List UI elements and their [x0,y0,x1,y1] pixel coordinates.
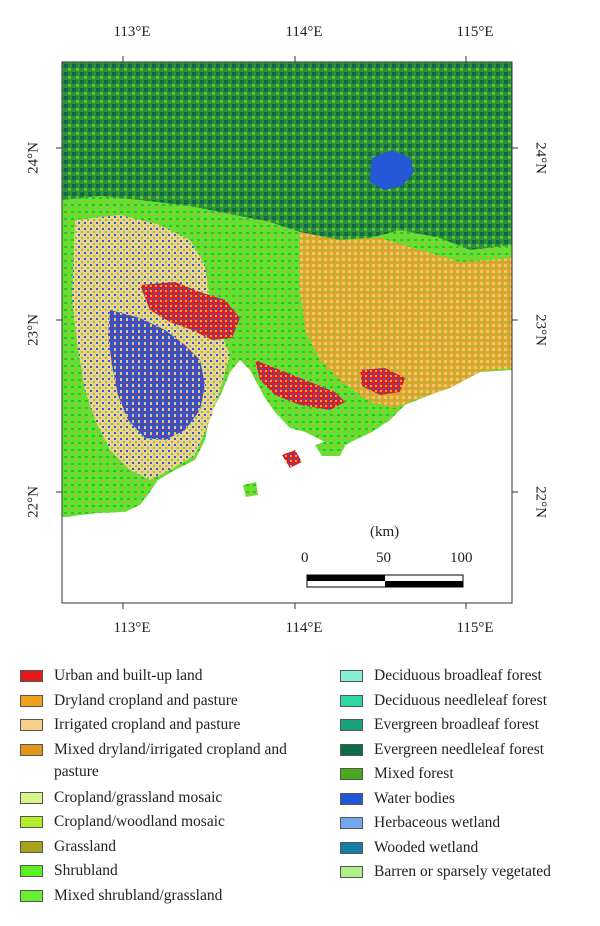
legend-item: Mixed shrubland/grassland [20,884,330,909]
legend-label: Wooded wetland [374,838,479,856]
legend-swatch [340,768,363,780]
legend-label: Herbaceous wetland [374,814,501,831]
legend-label: Deciduous broadleaf forest [374,667,542,684]
bottom-tick-label: 113°E [113,620,151,636]
legend-label: Evergreen broadleaf forest [374,716,539,733]
legend-label: Irrigated cropland and pasture [54,716,241,733]
legend-swatch [340,841,363,854]
left-tick-label: 24°N [25,142,42,174]
land-cover-map [56,56,518,609]
legend-swatch [20,694,43,707]
right-tick-label: 24°N [532,142,549,174]
legend-item: Wooded wetland [340,836,600,861]
legend-label: Deciduous needleleaf forest [374,691,548,709]
legend-swatch [20,791,43,804]
legend-swatch [20,719,43,731]
legend-label: Water bodies [374,789,455,807]
legend-item: Shrubland [20,859,330,884]
legend: Urban and built-up land Dryland cropland… [20,664,600,914]
legend-label: Shrubland [54,862,118,879]
legend-item: Deciduous needleleaf forest [340,689,600,714]
legend-swatch [20,889,43,902]
legend-item: Dryland cropland and pasture [20,689,330,714]
legend-swatch [340,694,363,707]
bottom-tick-label: 115°E [456,620,494,636]
legend-label: Mixed dryland/irrigated cropland and pas… [54,740,287,780]
legend-item: Urban and built-up land [20,664,330,689]
legend-label: Cropland/woodland mosaic [54,813,225,830]
legend-swatch [340,670,363,682]
left-tick-label: 22°N [25,486,42,518]
top-tick-label: 115°E [456,24,494,40]
legend-swatch [340,743,363,756]
right-tick-label: 22°N [532,486,549,518]
legend-item: Mixed dryland/irrigated cropland and pas… [20,738,330,786]
legend-item: Grassland [20,835,330,860]
legend-left-column: Urban and built-up land Dryland cropland… [20,664,330,908]
bottom-tick-label: 114°E [285,620,323,636]
legend-swatch [20,816,43,828]
legend-label: Mixed forest [374,765,454,782]
legend-item: Cropland/woodland mosaic [20,810,330,835]
legend-label: Evergreen needleleaf forest [374,740,545,758]
legend-label: Dryland cropland and pasture [54,691,238,709]
legend-item: Cropland/grassland mosaic [20,786,330,811]
scale-unit-label: (km) [370,524,400,540]
legend-right-column: Deciduous broadleaf forest Deciduous nee… [340,664,600,885]
legend-swatch [20,743,43,756]
legend-item: Evergreen needleleaf forest [340,738,600,763]
legend-swatch [340,719,363,731]
legend-swatch [340,817,363,829]
top-tick-label: 114°E [285,24,323,40]
scale-bar [306,574,464,588]
scale-label-50: 50 [376,550,391,566]
legend-label: Mixed shrubland/grassland [54,886,223,904]
legend-swatch [340,866,363,878]
legend-item: Evergreen broadleaf forest [340,713,600,738]
legend-label: Barren or sparsely vegetated [374,863,551,880]
legend-item: Water bodies [340,787,600,812]
left-tick-label: 23°N [25,314,42,346]
top-tick-label: 113°E [113,24,151,40]
scale-label-0: 0 [301,550,309,566]
legend-swatch [20,670,43,682]
legend-item: Irrigated cropland and pasture [20,713,330,738]
right-tick-label: 23°N [532,314,549,346]
legend-swatch [20,840,43,853]
legend-item: Mixed forest [340,762,600,787]
legend-item: Herbaceous wetland [340,811,600,836]
scale-label-100: 100 [450,550,473,566]
map-figure: 113°E 114°E 115°E 113°E 114°E 115°E 24°N… [25,24,549,636]
legend-label: Urban and built-up land [54,667,203,684]
legend-swatch [20,865,43,877]
legend-item: Barren or sparsely vegetated [340,860,600,885]
legend-label: Grassland [54,837,116,855]
legend-swatch [340,792,363,805]
legend-item: Deciduous broadleaf forest [340,664,600,689]
legend-label: Cropland/grassland mosaic [54,788,223,806]
